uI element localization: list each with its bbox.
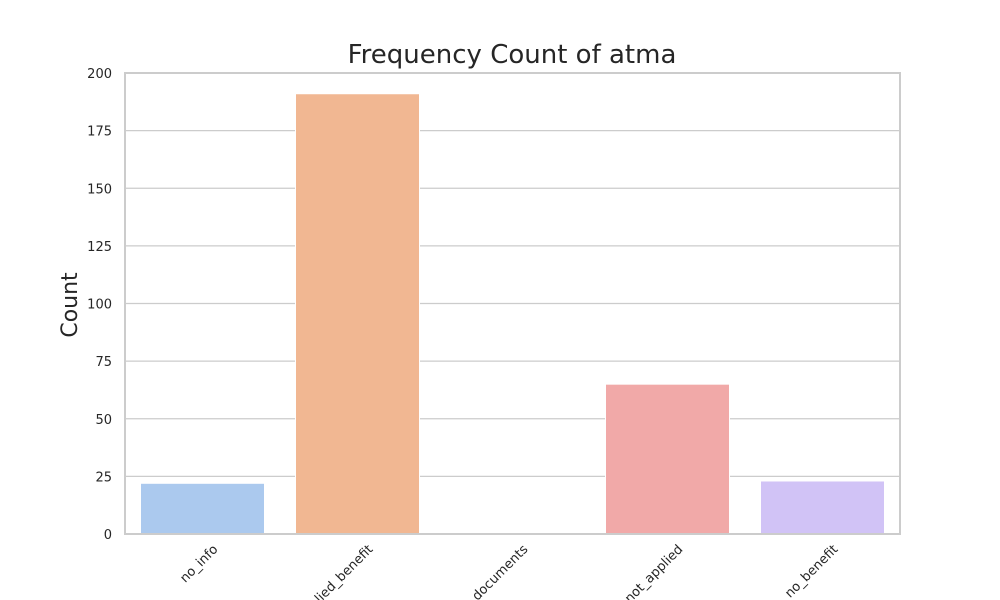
- bars: [140, 93, 885, 535]
- bar-no-info: [140, 482, 265, 535]
- plot-frame: [124, 72, 901, 535]
- chart-title: Frequency Count of atma: [348, 40, 677, 70]
- bar-not-applied: [605, 383, 730, 535]
- y-tick-label: 25: [95, 470, 112, 485]
- x-tick-label: no_info: [177, 542, 221, 586]
- x-tick-label: not_applied: [622, 542, 686, 600]
- y-tick-labels: 0 25 50 75 100 125 150 175 200: [87, 67, 112, 543]
- y-tick-label: 0: [104, 528, 112, 543]
- y-tick-label: 150: [87, 182, 112, 197]
- x-tick-label: applied_benefit: [295, 542, 376, 600]
- gridlines: [125, 72, 900, 535]
- y-tick-label: 50: [95, 413, 112, 428]
- y-tick-label: 75: [95, 355, 112, 370]
- y-tick-label: 175: [87, 125, 112, 140]
- y-tick-label: 125: [87, 240, 112, 255]
- x-tick-labels: no_info applied_benefit no_documents not_ap…: [177, 542, 841, 600]
- y-axis-label: Count: [58, 272, 83, 338]
- y-tick-label: 100: [87, 298, 112, 313]
- x-tick-label: no_documents: [454, 542, 532, 600]
- bar-applied-benefit: [295, 93, 420, 535]
- y-tick-label: 200: [87, 67, 112, 82]
- x-tick-label: no_benefit: [782, 542, 841, 600]
- bar-no-benefit: [760, 480, 885, 535]
